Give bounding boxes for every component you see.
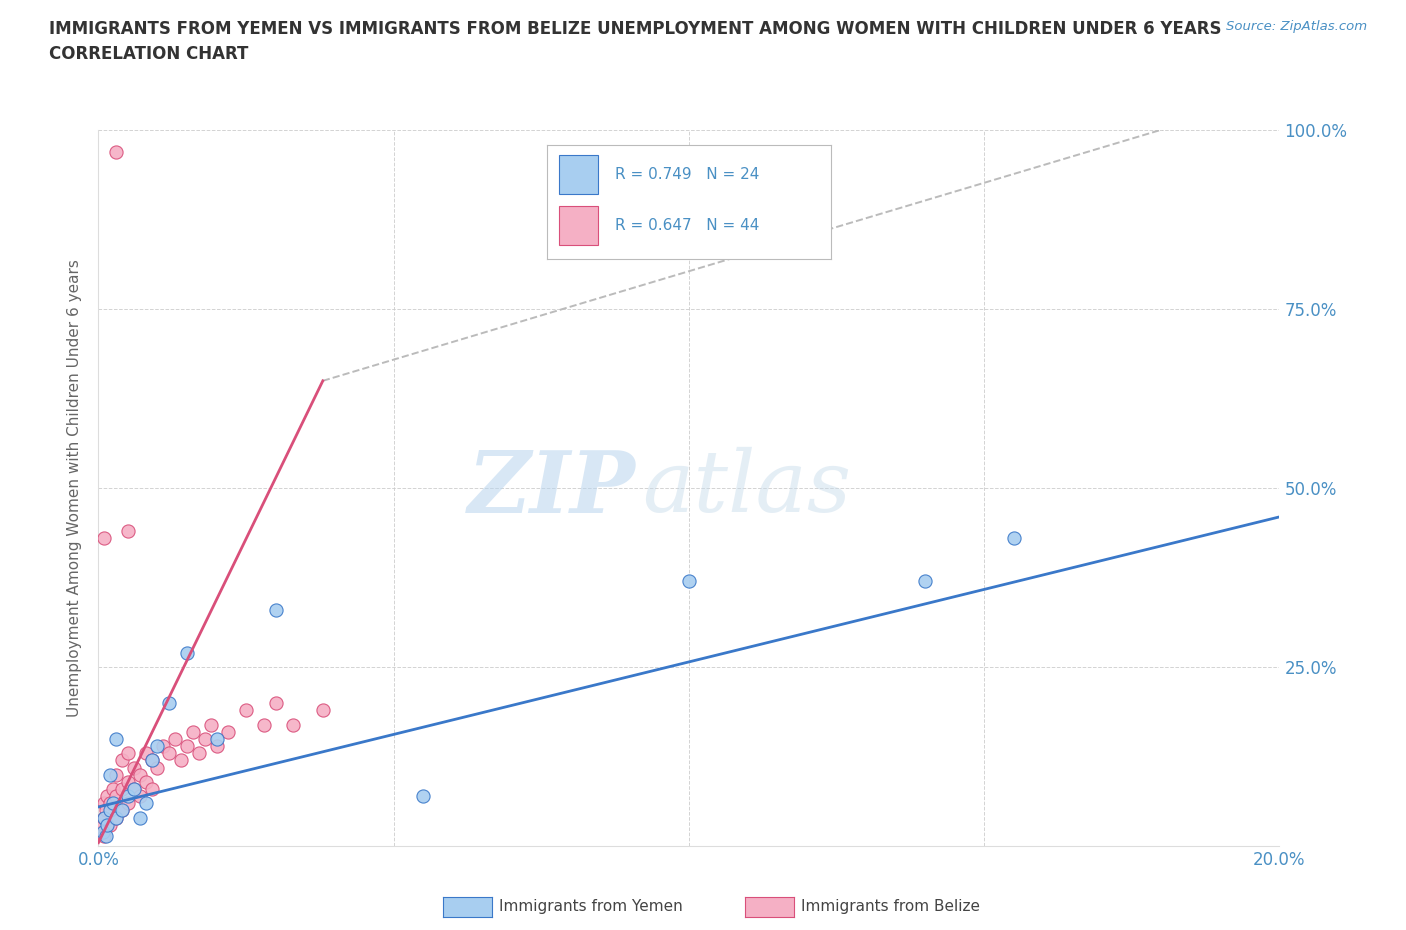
Point xyxy=(117,746,139,761)
Text: Immigrants from Belize: Immigrants from Belize xyxy=(801,899,980,914)
Point xyxy=(264,696,287,711)
Point xyxy=(98,804,121,818)
Point xyxy=(98,796,121,811)
Point xyxy=(1002,531,1025,546)
Point xyxy=(678,574,700,589)
Point xyxy=(205,732,228,747)
Point xyxy=(141,781,163,796)
Point xyxy=(205,738,228,753)
Point xyxy=(122,760,145,775)
Text: atlas: atlas xyxy=(641,447,851,529)
Point xyxy=(146,738,169,753)
Text: IMMIGRANTS FROM YEMEN VS IMMIGRANTS FROM BELIZE UNEMPLOYMENT AMONG WOMEN WITH CH: IMMIGRANTS FROM YEMEN VS IMMIGRANTS FROM… xyxy=(49,20,1222,38)
Point xyxy=(94,804,117,818)
Point xyxy=(105,767,128,782)
Point xyxy=(105,144,128,159)
Point xyxy=(135,746,157,761)
Point xyxy=(103,781,125,796)
Point xyxy=(412,789,434,804)
Point xyxy=(312,703,335,718)
Point xyxy=(117,775,139,790)
Point xyxy=(96,789,118,804)
Point xyxy=(93,796,115,811)
Point xyxy=(111,781,134,796)
Y-axis label: Unemployment Among Women with Children Under 6 years: Unemployment Among Women with Children U… xyxy=(67,259,83,717)
Point xyxy=(94,828,117,843)
Point xyxy=(128,789,150,804)
Point xyxy=(253,717,276,732)
Point xyxy=(91,817,114,832)
Point xyxy=(96,817,118,832)
Point xyxy=(117,796,139,811)
Point xyxy=(141,753,163,768)
Point xyxy=(170,753,193,768)
Point xyxy=(90,825,112,840)
Point xyxy=(128,767,150,782)
Point xyxy=(176,645,198,660)
Point xyxy=(117,789,139,804)
Point xyxy=(165,732,187,747)
Point xyxy=(91,825,114,840)
Point xyxy=(283,717,305,732)
Point xyxy=(103,796,125,811)
Point xyxy=(93,531,115,546)
Point xyxy=(111,753,134,768)
Point xyxy=(200,717,222,732)
Point xyxy=(122,781,145,796)
Point xyxy=(105,732,128,747)
Point xyxy=(111,804,134,818)
Text: Source: ZipAtlas.com: Source: ZipAtlas.com xyxy=(1226,20,1367,33)
Point xyxy=(152,738,174,753)
Text: ZIP: ZIP xyxy=(468,446,636,530)
Point xyxy=(135,775,157,790)
Point xyxy=(157,696,180,711)
Text: CORRELATION CHART: CORRELATION CHART xyxy=(49,45,249,62)
Point xyxy=(264,603,287,618)
Point xyxy=(93,810,115,825)
Point xyxy=(187,746,209,761)
Point xyxy=(93,810,115,825)
Point xyxy=(105,810,128,825)
Point xyxy=(141,753,163,768)
Point xyxy=(157,746,180,761)
Point xyxy=(117,524,139,538)
Point xyxy=(98,767,121,782)
Point xyxy=(105,789,128,804)
Point xyxy=(217,724,239,739)
Point xyxy=(122,781,145,796)
Point xyxy=(914,574,936,589)
Point xyxy=(146,760,169,775)
Point xyxy=(128,810,150,825)
Point xyxy=(181,724,204,739)
Point xyxy=(194,732,217,747)
Point xyxy=(176,738,198,753)
Text: Immigrants from Yemen: Immigrants from Yemen xyxy=(499,899,683,914)
Point xyxy=(235,703,257,718)
Point xyxy=(111,804,134,818)
Point xyxy=(93,828,115,843)
Point xyxy=(105,810,128,825)
Point xyxy=(98,817,121,832)
Point xyxy=(135,796,157,811)
